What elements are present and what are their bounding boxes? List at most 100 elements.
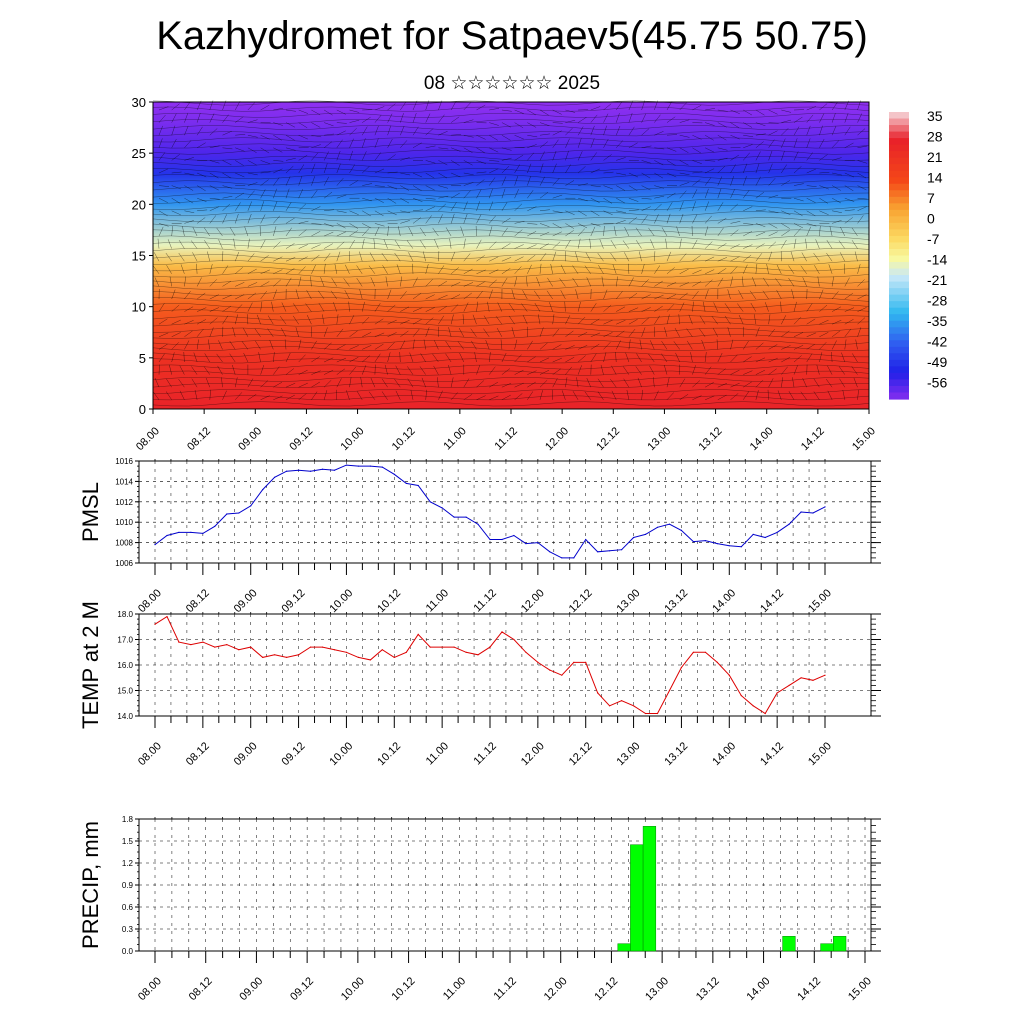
wind-barb <box>851 366 858 375</box>
precip-bar <box>782 936 796 952</box>
wind-barb <box>349 223 359 229</box>
wind-barb <box>561 390 566 400</box>
wind-barb <box>537 314 541 325</box>
y-tick-label: 0.9 <box>122 881 134 890</box>
wind-barb <box>336 139 343 148</box>
wind-barb <box>819 103 828 111</box>
wind-barb <box>463 147 473 153</box>
wind-barb <box>235 160 244 166</box>
wind-barb <box>584 265 592 274</box>
wind-barb <box>408 252 414 262</box>
wind-barb <box>184 140 192 148</box>
wind-barb <box>793 332 804 338</box>
wind-barb <box>599 239 604 249</box>
wind-barb <box>331 277 338 287</box>
wind-barb <box>165 391 172 400</box>
wind-barb <box>641 128 650 136</box>
wind-barb <box>260 134 270 140</box>
wind-barb <box>501 202 508 211</box>
wind-barb <box>311 340 317 350</box>
wind-barb <box>285 109 296 112</box>
wind-barb <box>819 352 823 363</box>
wind-barb <box>527 152 534 161</box>
wind-barb <box>476 189 482 199</box>
data-point <box>154 623 156 625</box>
data-point <box>214 525 216 527</box>
wind-barb <box>730 339 734 350</box>
wind-barb <box>560 264 566 274</box>
wind-barb <box>730 382 740 388</box>
wind-barb <box>679 160 689 166</box>
contour-line <box>152 180 870 186</box>
wind-barb <box>666 116 676 123</box>
x-tick-label: 14.00 <box>710 587 738 615</box>
wind-barb <box>298 220 309 224</box>
data-point <box>333 469 336 471</box>
wind-barb <box>552 177 560 186</box>
wind-barb <box>298 154 308 161</box>
wind-barb <box>501 157 512 161</box>
wind-barb <box>717 217 727 224</box>
wind-barb <box>285 277 292 287</box>
colorbar-swatch <box>889 118 909 126</box>
wind-barb <box>838 366 846 375</box>
wind-barb <box>816 364 820 375</box>
x-tick-label: 09.12 <box>288 975 316 1003</box>
wind-barb <box>590 318 600 325</box>
contour-line <box>152 315 870 321</box>
wind-barb <box>628 263 630 274</box>
contour-line <box>152 131 870 137</box>
x-tick-label: 13.12 <box>694 975 722 1003</box>
wind-barb <box>806 185 817 187</box>
wind-barb <box>154 277 160 287</box>
wind-barb <box>688 314 693 325</box>
wind-barb <box>679 182 690 186</box>
x-tick-label: 13.00 <box>615 587 643 615</box>
wind-barb <box>641 185 651 191</box>
wind-barb <box>171 113 177 123</box>
x-tick-label: 14.00 <box>745 975 773 1003</box>
wind-barb <box>577 365 582 375</box>
wind-barb <box>349 210 359 216</box>
wind-barb <box>247 190 255 199</box>
wind-barb <box>400 140 408 148</box>
wind-barb <box>712 327 719 337</box>
wind-barb <box>819 319 829 325</box>
wind-barb <box>831 197 842 204</box>
wind-barb <box>209 113 215 123</box>
wind-barb <box>437 377 439 388</box>
wind-barb <box>842 389 846 400</box>
wind-barb <box>216 227 223 237</box>
wind-barb <box>323 357 334 363</box>
wind-barb <box>857 279 865 287</box>
wind-barb <box>616 319 626 325</box>
wind-barb <box>514 134 524 140</box>
wind-barb <box>844 126 851 136</box>
wind-barb <box>666 282 677 287</box>
wind-barb <box>616 306 626 312</box>
wind-barb <box>244 226 249 237</box>
data-point <box>298 469 300 471</box>
wind-barb <box>438 214 443 224</box>
wind-barb <box>292 303 299 312</box>
x-tick-label: 14.00 <box>710 740 738 768</box>
wind-barb <box>247 160 257 166</box>
wind-barb <box>844 209 855 212</box>
wind-barb <box>717 257 728 262</box>
wind-barb <box>362 355 370 363</box>
wind-barb <box>514 188 519 199</box>
wind-barb <box>209 172 219 179</box>
wind-barb <box>539 243 549 249</box>
wind-barb <box>323 163 328 174</box>
wind-barb <box>793 151 799 161</box>
wind-barb <box>368 391 376 400</box>
data-point <box>788 523 790 525</box>
wind-barb <box>425 317 434 325</box>
wind-barb <box>768 194 779 199</box>
wind-barb <box>476 160 486 164</box>
wind-barb <box>171 171 182 174</box>
x-tick-label: 08.12 <box>185 425 213 453</box>
wind-barb <box>488 177 496 186</box>
wind-barb <box>857 185 867 191</box>
wind-barb <box>832 219 842 224</box>
